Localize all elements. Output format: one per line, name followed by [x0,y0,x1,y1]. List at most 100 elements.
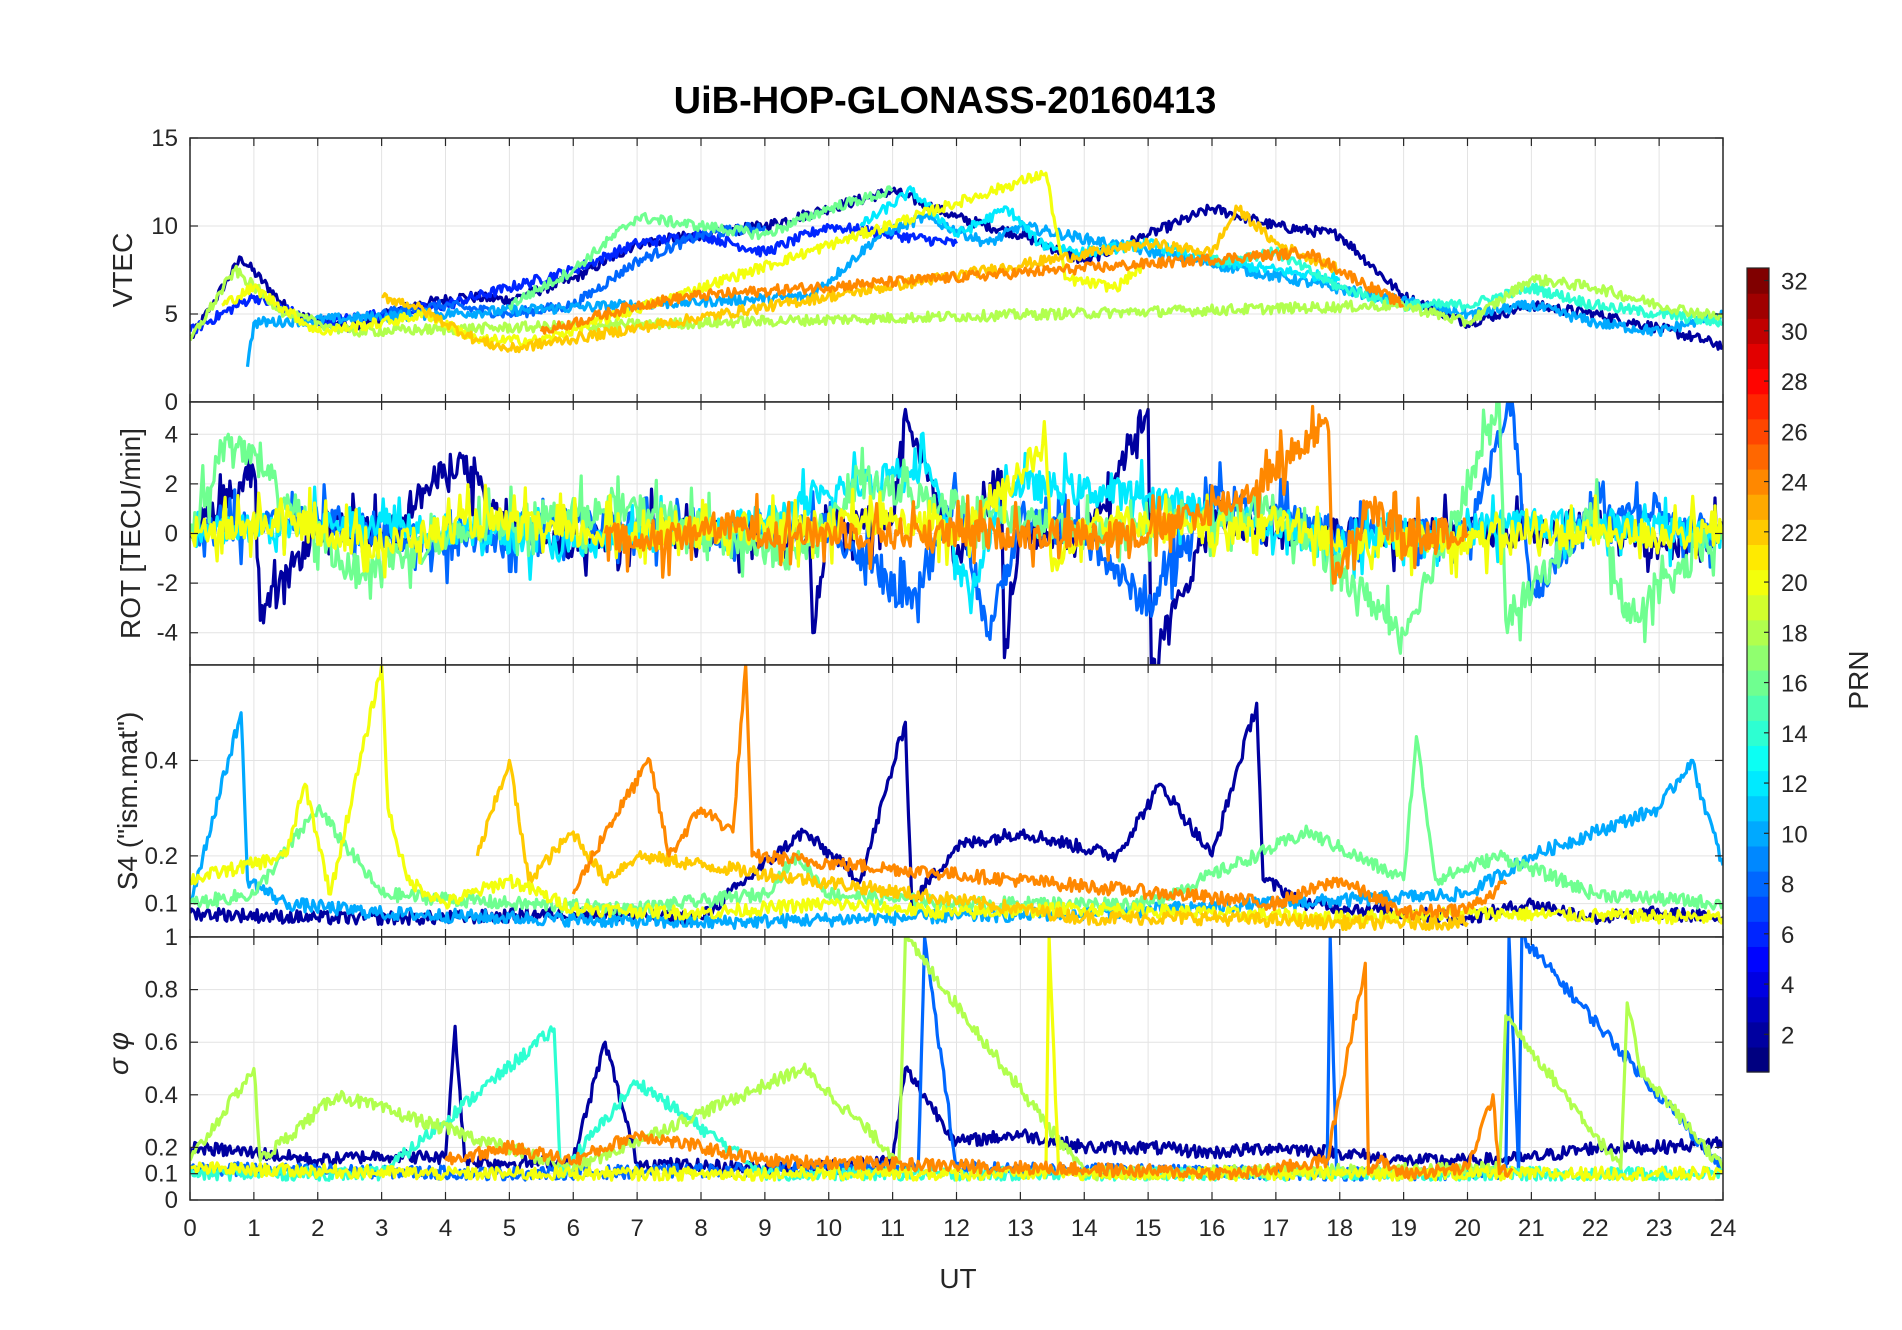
colorbar-tick-label: 6 [1781,922,1794,949]
x-ticks [189,138,1724,402]
colorbar-swatch [1747,720,1769,746]
x-tick-label: 10 [815,1215,842,1242]
series-line-prn-24 [444,961,1514,1181]
y-tick-label: 0.1 [145,891,178,918]
colorbar-swatch [1747,971,1769,998]
y-axis-label: S4 ("ism.mat") [112,712,143,891]
colorbar-tick-label: 16 [1781,671,1808,698]
series-group [190,665,1723,932]
x-tick-label: 9 [758,1215,771,1242]
series-line-prn-14 [1210,246,1723,328]
colorbar-tick-label: 20 [1781,570,1808,597]
series-line-prn-20 [190,937,1723,1182]
panel-rot: -4 -2 0 2 4 ROT [TECU/min] [115,401,1724,666]
x-tick-label: 7 [630,1215,643,1242]
colorbar-swatch [1747,544,1769,571]
series-line-prn-24 [571,665,1508,921]
panel-sigma: 00.10.2 0.4 0.6 0.8 1 σ φ [103,924,1724,1214]
colorbar-swatch [1747,368,1769,395]
x-tick-label: 23 [1646,1215,1673,1242]
x-ticks [189,937,1724,1200]
x-tick-label: 14 [1071,1215,1098,1242]
series-group [190,402,1723,665]
colorbar-tick-label: 4 [1781,972,1794,999]
colorbar-frame [1746,267,1770,1073]
colorbar-tick-label: 32 [1781,269,1808,296]
series-line-prn-16 [190,402,1723,655]
colorbar-swatch [1747,343,1769,370]
y-tick-label: 15 [151,125,178,152]
series-line-prn-16 [507,185,894,311]
y-axis-label: VTEC [107,233,138,308]
x-tick-label: 8 [694,1215,707,1242]
y-tick-label: 0 [165,389,178,416]
y-ticks: 00.10.2 0.4 0.6 0.8 1 [145,924,1723,1214]
colorbar-tick-label: 26 [1781,419,1808,446]
x-tick-label: 2 [311,1215,324,1242]
y-tick-label: 0.4 [145,747,178,774]
colorbar-swatch [1747,644,1769,671]
colorbar-tick-label: 10 [1781,821,1808,848]
colorbar-swatch [1747,946,1769,973]
colorbar-tick-label: 28 [1781,369,1808,396]
colorbar-swatch [1747,1021,1769,1048]
y-tick-label: 2 [165,471,178,498]
series-line-prn-24 [539,246,1405,335]
colorbar-swatch [1747,996,1769,1023]
colorbar-swatch [1747,469,1769,495]
x-tick-label: 4 [439,1215,452,1242]
y-tick-label: 1 [165,924,178,951]
y-tick-label: 0.1 [145,1161,178,1188]
colorbar-swatch [1747,921,1769,947]
colorbar-tick-label: 30 [1781,319,1808,346]
series-group [190,937,1723,1182]
colorbar-swatch [1747,393,1769,420]
x-tick-label: 0 [183,1215,196,1242]
y-tick-label: -2 [157,570,178,597]
colorbar-swatch [1747,619,1769,646]
y-tick-label: 0 [165,521,178,548]
series-line-prn-12 [190,431,1723,615]
x-tick-label: 15 [1135,1215,1162,1242]
y-axis-label: σ φ [103,1032,134,1075]
colorbar-tick-label: 14 [1781,721,1808,748]
x-tick-label: 5 [503,1215,516,1242]
series-line-prn-24 [603,404,1469,585]
y-tick-label: 10 [151,213,178,240]
y-tick-label: 4 [165,421,178,448]
y-ticks: 0.1 0.2 0.4 [145,747,1723,918]
colorbar-tick-label: 24 [1781,470,1808,497]
y-tick-label: 0.8 [145,977,178,1004]
x-tick-label: 12 [943,1215,970,1242]
y-ticks: -4 -2 0 2 4 [157,421,1723,647]
x-axis-label: UT [939,1263,976,1294]
colorbar-tick-label: 12 [1781,771,1808,798]
x-tick-label: 21 [1518,1215,1545,1242]
x-ticks [189,402,1724,665]
series-line-prn-20 [221,169,1149,348]
y-tick-label: 0 [165,1187,178,1214]
y-tick-label: -4 [157,620,178,647]
x-tick-label: 22 [1582,1215,1609,1242]
x-ticks [189,665,1724,937]
colorbar-swatch [1747,569,1769,596]
colorbar-swatch [1747,519,1769,545]
colorbar-swatch [1747,443,1769,470]
x-tick-label: 1 [247,1215,260,1242]
y-axis-label: ROT [TECU/min] [115,428,146,639]
colorbar-swatch [1747,418,1769,445]
colorbar-swatch [1747,494,1769,520]
panel-s4: 0.1 0.2 0.4S4 ("ism.mat") [112,664,1724,938]
x-tick-label: 20 [1454,1215,1481,1242]
y-tick-label: 5 [165,301,178,328]
colorbar-tick-label: 2 [1781,1022,1794,1049]
colorbar-swatch [1747,896,1769,922]
series-line-prn-22 [475,758,1469,932]
colorbar-tick-label: 18 [1781,620,1808,647]
colorbar-swatch [1747,293,1769,319]
colorbar-swatch [1747,594,1769,621]
colorbar-swatch [1747,770,1769,797]
x-tick-label: 16 [1199,1215,1226,1242]
